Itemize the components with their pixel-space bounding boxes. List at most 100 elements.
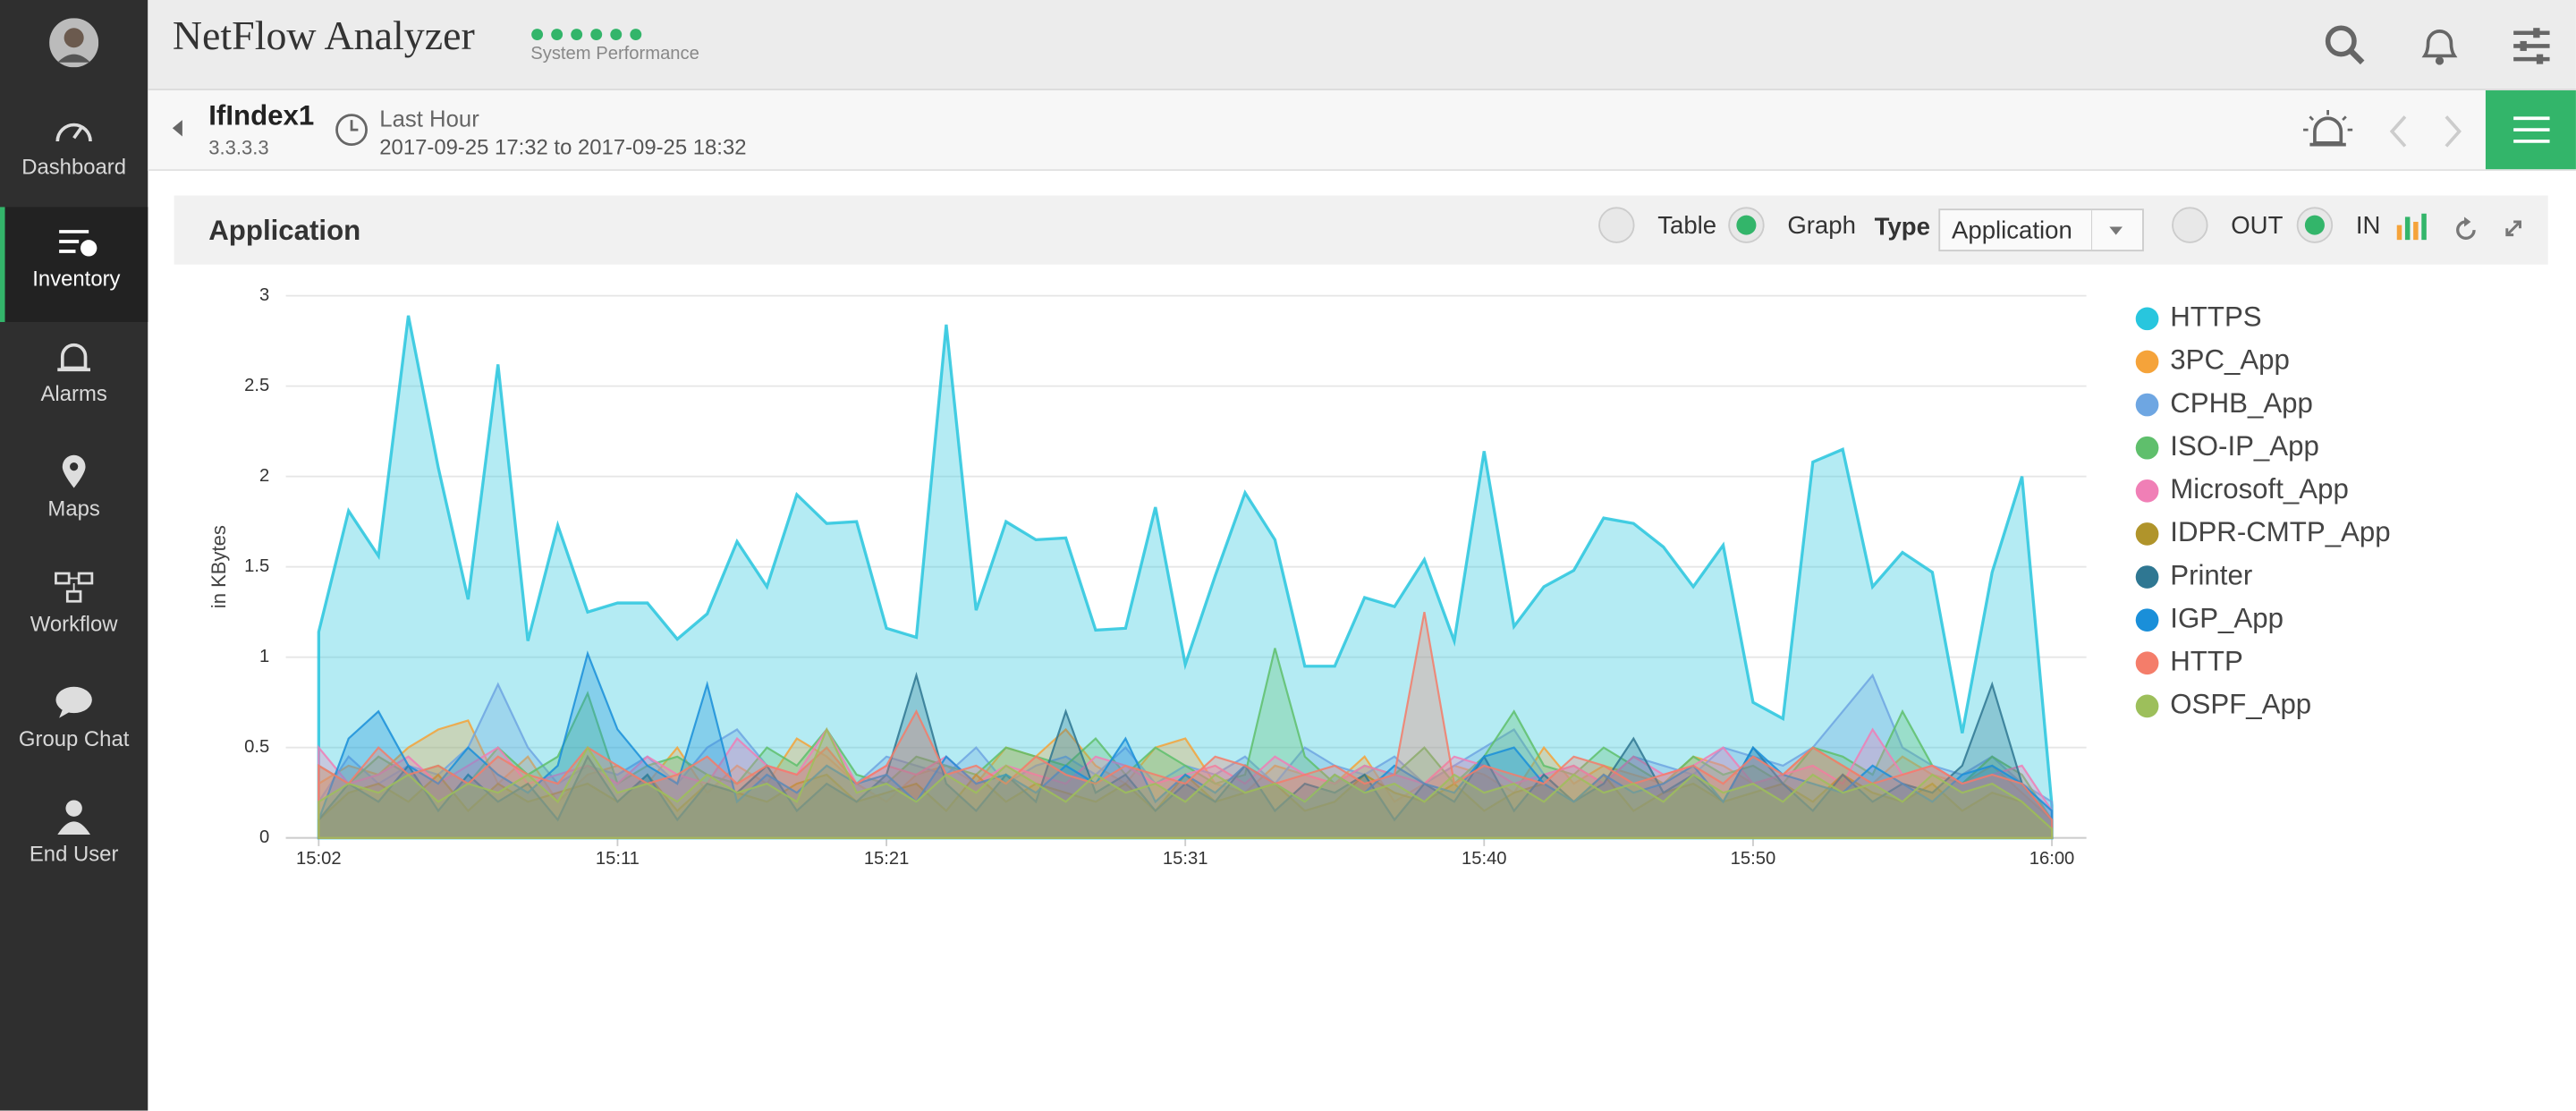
panel-header: Application Table Graph Type Application… xyxy=(174,195,2548,265)
select-arrow xyxy=(2091,210,2123,250)
legend-swatch xyxy=(2135,522,2159,546)
radio[interactable] xyxy=(2172,207,2208,243)
legend-label: Microsoft_App xyxy=(2170,473,2349,505)
next-icon[interactable] xyxy=(2443,115,2462,148)
x-tick-label: 15:21 xyxy=(864,849,910,869)
icon xyxy=(55,686,92,718)
legend-label: CPHB_App xyxy=(2170,387,2313,419)
radio[interactable] xyxy=(1598,207,1635,243)
type-label: Type xyxy=(1874,213,1930,242)
x-tick-label: 15:11 xyxy=(596,849,640,869)
alarm-icon[interactable] xyxy=(2301,106,2354,152)
legend-label: IDPR-CMTP_App xyxy=(2170,516,2390,547)
nav-item[interactable]: Inventory xyxy=(0,207,148,322)
expand-icon[interactable] xyxy=(2502,216,2525,240)
period: Last Hour xyxy=(379,105,479,131)
nav-item[interactable]: Group Chat xyxy=(0,667,148,783)
icon xyxy=(55,572,94,603)
series-area xyxy=(318,726,2054,839)
clock-icon xyxy=(335,114,368,147)
sidebar: Dashboard Inventory Alarms Maps Workflow… xyxy=(0,0,148,1111)
interface-ip: 3.3.3.3 xyxy=(208,136,269,160)
legend-swatch xyxy=(2135,651,2159,675)
refresh-icon[interactable] xyxy=(2453,216,2479,242)
legend-swatch xyxy=(2135,694,2159,718)
nav-label: Group Chat xyxy=(18,725,130,751)
nav-label: Alarms xyxy=(40,381,107,406)
nav-item[interactable]: End User xyxy=(0,782,148,897)
type-select[interactable]: Application xyxy=(1938,208,2144,252)
y-tick-label: 0 xyxy=(259,827,269,847)
icon xyxy=(55,123,92,142)
bell-icon[interactable] xyxy=(2419,23,2462,69)
radio-label: Table xyxy=(1657,211,1717,241)
icon xyxy=(57,343,91,372)
nav-item[interactable]: Dashboard xyxy=(0,96,148,211)
top-bar: NetFlow Analyzer System Performance xyxy=(148,0,2576,91)
legend-swatch xyxy=(2135,307,2159,331)
radio-label: IN xyxy=(2355,211,2381,241)
x-tick-label: 15:31 xyxy=(1163,849,1208,869)
icon xyxy=(57,800,91,835)
legend-label: 3PC_App xyxy=(2170,344,2290,376)
legend-label: Printer xyxy=(2170,559,2252,590)
back-arrow[interactable] xyxy=(171,120,184,137)
app-title: NetFlow Analyzer xyxy=(172,14,475,60)
menu-icon xyxy=(2513,116,2550,143)
nav-item[interactable]: Alarms xyxy=(0,322,148,437)
nav-label: Workflow xyxy=(30,611,118,636)
y-tick-label: 1 xyxy=(259,647,269,666)
radio-label: Graph xyxy=(1787,211,1856,241)
chart-icon[interactable] xyxy=(2395,212,2428,242)
prev-icon[interactable] xyxy=(2389,115,2409,148)
legend-swatch xyxy=(2135,436,2159,460)
avatar xyxy=(49,18,99,68)
nav-item[interactable]: Workflow xyxy=(0,552,148,667)
icon xyxy=(58,230,97,257)
legend-label: OSPF_App xyxy=(2170,689,2311,720)
panel-title: Application xyxy=(208,215,361,247)
settings-icon[interactable] xyxy=(2510,25,2553,68)
status-label: System Performance xyxy=(530,44,699,64)
radio[interactable] xyxy=(1728,207,1765,243)
select-value: Application xyxy=(1951,216,2072,245)
radio-label: OUT xyxy=(2231,211,2284,241)
legend-swatch xyxy=(2135,350,2159,374)
legend-swatch xyxy=(2135,608,2159,632)
nav-label: End User xyxy=(29,841,119,866)
context-bar: IfIndex1 3.3.3.3 Last Hour 2017-09-25 17… xyxy=(148,90,2576,172)
legend-label: HTTP xyxy=(2170,646,2243,677)
y-tick-label: 2 xyxy=(259,466,269,486)
y-tick-label: 1.5 xyxy=(244,556,269,576)
time-range: 2017-09-25 17:32 to 2017-09-25 18:32 xyxy=(379,134,747,160)
legend-swatch xyxy=(2135,479,2159,503)
radio[interactable] xyxy=(2296,207,2334,243)
series-area xyxy=(317,315,2054,840)
icon xyxy=(62,454,86,488)
nav-label: Maps xyxy=(47,496,100,522)
legend-label: HTTPS xyxy=(2170,301,2261,333)
legend-label: ISO-IP_App xyxy=(2170,430,2319,462)
nav-label: Dashboard xyxy=(21,154,127,180)
legend-label: IGP_App xyxy=(2170,602,2284,633)
status-dots xyxy=(531,29,642,40)
nav-item[interactable]: Maps xyxy=(0,437,148,553)
x-tick-label: 15:40 xyxy=(1462,849,1507,869)
legend-swatch xyxy=(2135,565,2159,589)
series-area xyxy=(318,611,2054,839)
series-area xyxy=(318,650,2054,839)
nav-label: Inventory xyxy=(32,266,121,292)
y-tick-label: 0.5 xyxy=(244,737,269,757)
y-tick-label: 2.5 xyxy=(244,376,269,395)
x-tick-label: 15:02 xyxy=(296,849,342,869)
search-icon[interactable] xyxy=(2325,25,2368,68)
x-tick-label: 15:50 xyxy=(1731,849,1776,869)
legend-swatch xyxy=(2135,393,2159,417)
interface-name: IfIndex1 xyxy=(208,100,315,131)
x-tick-label: 16:00 xyxy=(2029,849,2075,869)
menu-button[interactable] xyxy=(2485,90,2576,170)
y-axis-label: in KBytes xyxy=(208,525,230,608)
